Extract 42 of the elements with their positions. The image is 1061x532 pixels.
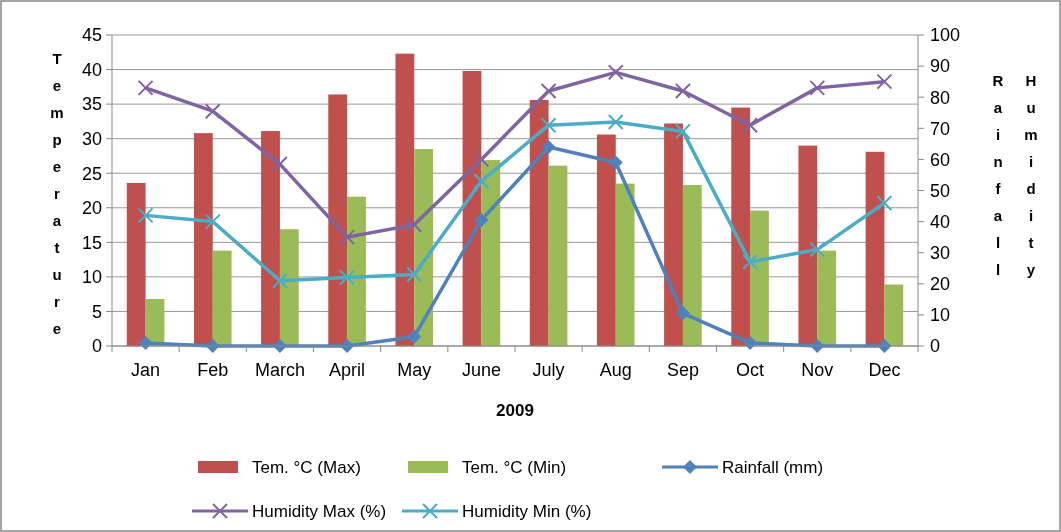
legend-label: Humidity Max (%) [252,501,387,521]
x-axis-title: 2009 [496,401,534,420]
y-axis-title: Temperature [48,50,66,347]
y2-tick-label: 60 [930,149,951,170]
y2-tick-label: 80 [930,87,951,108]
x-tick-label: July [532,360,565,380]
x-tick-label: Jan [131,360,161,380]
x-tick-label: Nov [801,360,834,380]
y2-tick-label: 0 [930,336,941,357]
legend-label: Humidity Min (%) [462,501,592,521]
y-tick-label: 15 [81,232,102,253]
y-tick-label: 25 [81,163,102,184]
y-tick-label: 30 [81,128,102,149]
x-tick-label: Oct [736,360,765,380]
x-tick-label: Feb [197,360,229,380]
x-tick-label: April [329,360,366,380]
x-tick-label: June [461,360,501,380]
text: Humidity [1022,72,1040,288]
x-tick-label: May [397,360,432,380]
x-tick-label: Aug [599,360,632,380]
legend-label: Tem. °C (Min) [462,457,567,477]
legend-label: Rainfall (mm) [722,457,824,477]
y2-axis-title: Rainfall [989,72,1007,288]
y2-tick-label: 10 [930,305,951,326]
y2-tick-label: 30 [930,243,951,263]
x-tick-label: Dec [868,360,901,380]
x-tick-label: Sep [666,360,699,380]
y-tick-label: 10 [81,267,102,288]
legend-label: Tem. °C (Max) [252,457,361,477]
y-tick-label: 45 [81,25,102,46]
y-tick-label: 40 [81,59,102,80]
y2-tick-label: 100 [930,25,961,46]
x-tick-label: March [254,360,305,380]
y-tick-label: 20 [81,198,102,219]
y-tick-label: 35 [81,94,102,115]
y2-tick-label: 50 [930,180,951,201]
y-tick-label: 5 [91,301,102,322]
y2-tick-label: 40 [930,211,951,232]
y2-tick-label: 70 [930,118,951,139]
y-tick-label: 0 [91,336,102,357]
y2-tick-label: 20 [930,274,951,295]
y2-tick-label: 90 [930,56,951,77]
